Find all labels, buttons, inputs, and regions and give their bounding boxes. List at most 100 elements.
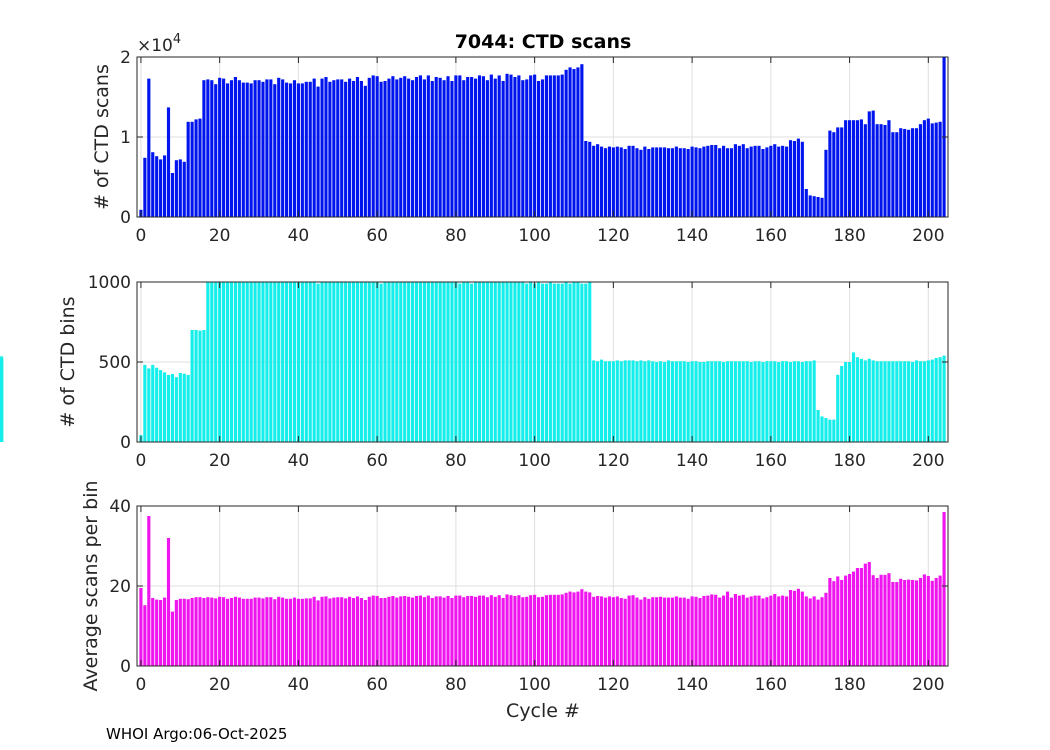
bar — [686, 362, 690, 442]
bar — [513, 77, 517, 217]
bar — [450, 81, 454, 217]
bar — [332, 80, 336, 217]
bar — [922, 120, 926, 217]
bar — [147, 368, 151, 442]
bar — [556, 283, 560, 442]
bar — [796, 588, 800, 666]
bar — [536, 282, 541, 442]
bar — [788, 590, 793, 666]
bar — [218, 282, 222, 442]
bar — [718, 597, 722, 666]
bar — [678, 597, 682, 666]
bar — [662, 147, 667, 217]
bar — [493, 282, 497, 442]
bar — [403, 76, 407, 217]
bar — [237, 80, 241, 217]
bar — [910, 128, 915, 217]
bar — [552, 594, 556, 666]
bar — [840, 127, 844, 217]
bar — [910, 580, 915, 666]
bar — [875, 361, 879, 442]
bar — [662, 362, 667, 442]
bar — [729, 361, 734, 442]
bar — [682, 361, 686, 442]
bar — [781, 145, 785, 217]
bar — [702, 596, 706, 666]
bar — [851, 352, 856, 442]
bar — [355, 282, 360, 442]
bar — [222, 282, 226, 442]
bar — [623, 598, 627, 666]
bar — [493, 78, 497, 217]
bar — [218, 596, 222, 666]
bar — [269, 597, 273, 666]
bar — [379, 81, 383, 217]
bar — [824, 149, 828, 217]
bar — [769, 361, 773, 442]
bar — [509, 595, 513, 666]
bar — [603, 597, 608, 666]
bar — [198, 597, 202, 666]
bar — [800, 591, 804, 666]
bar — [828, 130, 832, 217]
bar — [355, 77, 360, 217]
bar — [178, 598, 182, 666]
bar — [328, 81, 332, 217]
bar — [918, 578, 923, 666]
bar — [300, 598, 304, 666]
bar — [619, 598, 623, 666]
bar — [623, 360, 627, 442]
bar — [788, 362, 793, 442]
bar — [918, 361, 923, 442]
bar — [418, 282, 423, 442]
bar — [808, 195, 812, 217]
bar — [887, 573, 891, 666]
bar — [816, 410, 820, 442]
bar — [702, 362, 706, 442]
bar — [540, 596, 545, 666]
bar — [442, 80, 446, 217]
bar — [867, 562, 871, 666]
bar — [564, 282, 568, 442]
bar — [647, 598, 651, 666]
bar — [143, 157, 147, 217]
bar — [659, 596, 663, 666]
bar — [757, 145, 761, 217]
bar — [938, 575, 942, 666]
bar — [395, 282, 399, 442]
bar — [749, 362, 753, 442]
bar — [926, 118, 930, 217]
bar — [418, 595, 423, 666]
bar — [651, 597, 655, 666]
bar — [182, 598, 186, 666]
bar — [753, 361, 757, 442]
bar — [592, 596, 596, 666]
y-axis-label: Average scans per bin — [80, 480, 102, 691]
bar — [233, 596, 237, 666]
bar — [891, 361, 895, 442]
bar — [698, 362, 702, 442]
bar — [450, 282, 454, 442]
bar — [166, 374, 171, 442]
bar — [851, 571, 856, 666]
bar — [607, 361, 611, 442]
bar — [225, 83, 230, 218]
bar — [619, 147, 623, 217]
bar — [147, 78, 151, 217]
bar — [903, 129, 907, 217]
bar — [529, 282, 533, 442]
bar — [292, 597, 297, 666]
bar — [686, 149, 690, 217]
bar — [155, 367, 159, 442]
x-tick-label: 60 — [366, 226, 388, 246]
bar — [914, 580, 919, 666]
bar — [324, 282, 328, 442]
bar — [485, 80, 489, 217]
bar — [792, 590, 797, 666]
bar — [159, 370, 163, 442]
y-tick-label: 0 — [120, 433, 131, 453]
bar — [414, 282, 419, 442]
bar — [190, 598, 194, 666]
bar — [351, 598, 356, 666]
bar — [670, 361, 674, 442]
